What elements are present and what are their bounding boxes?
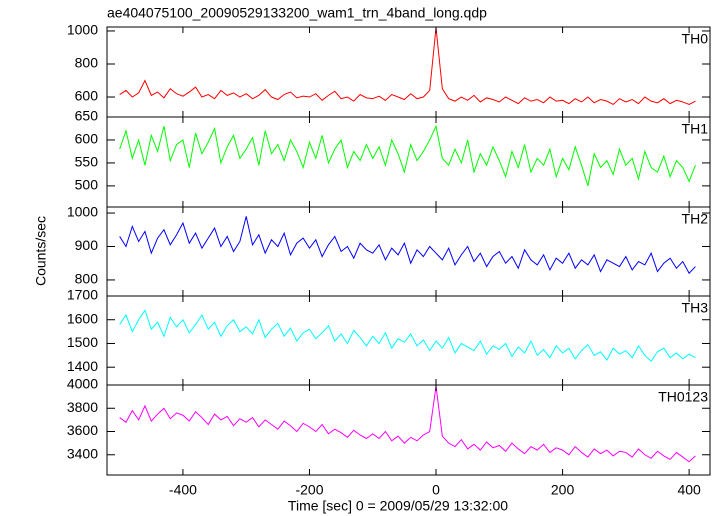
y-tick-label: 3800 [67,399,98,415]
panel-frame [106,384,711,476]
panel-frame [106,116,711,208]
y-tick-label: 4000 [67,376,98,392]
y-tick-label: 600 [75,88,99,104]
panel-frame [106,206,711,297]
x-tick-label: -200 [295,482,323,498]
y-tick-label: 1500 [67,334,98,350]
x-tick-label: 0 [432,482,440,498]
y-tick-label: 650 [75,108,99,124]
panel-label: TH3 [682,300,709,316]
panel-frame [106,295,711,386]
data-line [119,386,696,463]
y-tick-label: 900 [75,237,99,253]
panel-frame [106,26,711,118]
y-tick-label: 1600 [67,310,98,326]
data-line [119,309,696,363]
y-tick-label: 600 [75,131,99,147]
x-tick-label: -400 [169,482,197,498]
y-tick-label: 500 [75,177,99,193]
y-tick-label: 800 [75,271,99,287]
y-tick-label: 3400 [67,445,98,461]
panel-label: TH1 [682,121,709,137]
y-tick-label: 550 [75,154,99,170]
chart-title: ae404075100_20090529133200_wam1_trn_4ban… [107,5,487,21]
panel-label: TH0 [682,31,709,47]
x-axis-label: Time [sec] 0 = 2009/05/29 13:32:00 [288,498,508,514]
y-tick-label: 3600 [67,422,98,438]
data-line [119,124,696,187]
y-tick-label: 1400 [67,358,98,374]
y-axis-label: Counts/sec [33,216,49,286]
data-line [119,27,696,106]
data-line [119,216,696,275]
y-tick-label: 1000 [67,204,98,220]
y-tick-label: 1000 [67,22,98,38]
x-tick-label: 400 [677,482,701,498]
x-tick-label: 200 [551,482,575,498]
y-tick-label: 1700 [67,287,98,303]
y-tick-label: 800 [75,55,99,71]
panel-label: TH0123 [658,389,708,405]
panel-label: TH2 [682,211,709,227]
